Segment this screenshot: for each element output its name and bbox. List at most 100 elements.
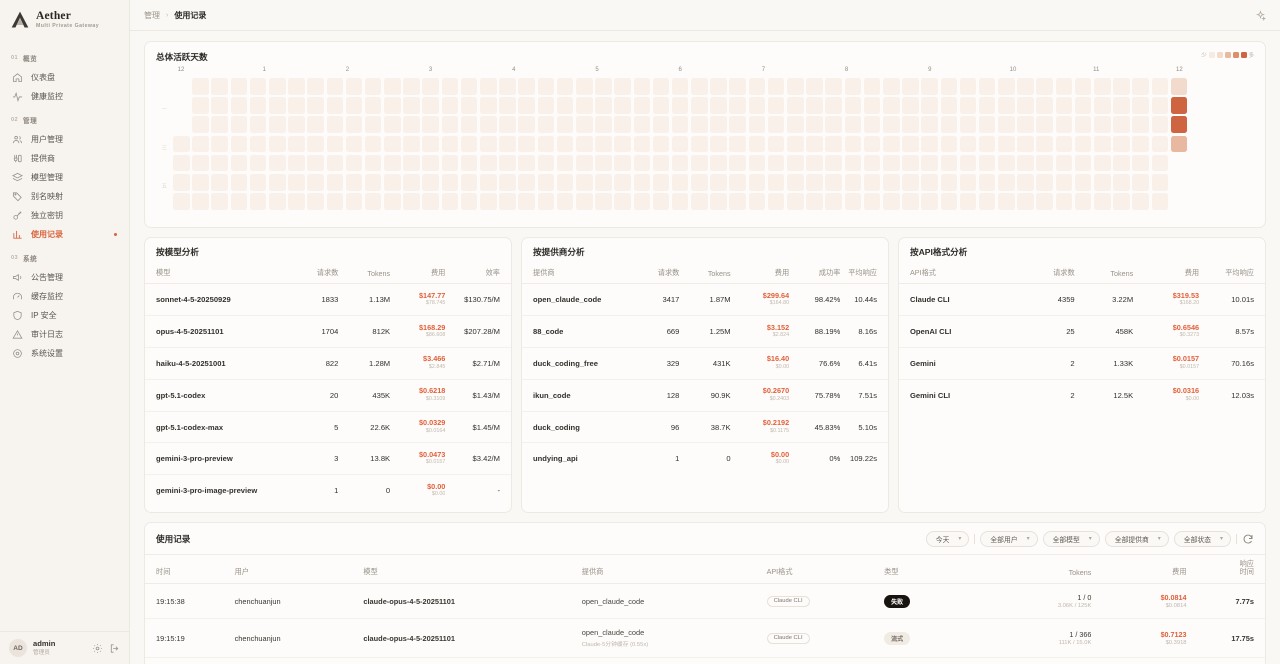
heatmap-cell[interactable] [863, 154, 881, 172]
heatmap-cell[interactable] [1036, 193, 1054, 210]
heatmap-cell[interactable] [921, 78, 938, 95]
heatmap-cell[interactable] [1132, 193, 1149, 210]
heatmap-cell[interactable] [825, 173, 842, 191]
heatmap-cell[interactable] [882, 97, 900, 114]
heatmap-cell[interactable] [825, 154, 842, 172]
heatmap-cell[interactable] [595, 154, 612, 172]
heatmap-cell[interactable] [691, 193, 708, 210]
heatmap-cell[interactable] [614, 193, 631, 210]
heatmap-cell[interactable] [364, 97, 382, 114]
table-row[interactable]: sonnet-4-5-20250929 1833 1.13M $147.77 $78.7… [145, 283, 511, 316]
heatmap-cell[interactable] [173, 193, 190, 210]
heatmap-cell[interactable] [1094, 154, 1111, 172]
heatmap-cell[interactable] [652, 193, 670, 210]
heatmap-cell[interactable] [1113, 116, 1130, 133]
heatmap-cell[interactable] [787, 193, 804, 210]
heatmap-cell[interactable] [499, 135, 516, 153]
heatmap-cell[interactable] [1113, 173, 1130, 191]
heatmap-cell[interactable] [268, 173, 286, 191]
heatmap-cell[interactable] [364, 78, 382, 95]
heatmap-cell[interactable] [537, 135, 555, 153]
heatmap-cell[interactable] [691, 173, 708, 191]
heatmap-cell[interactable] [192, 78, 209, 95]
heatmap-cell[interactable] [806, 173, 823, 191]
heatmap-cell[interactable] [902, 135, 919, 153]
heatmap-cell[interactable] [1094, 135, 1111, 153]
heatmap-cell[interactable] [326, 78, 344, 95]
heatmap-cell[interactable] [384, 97, 401, 114]
heatmap-cell[interactable] [499, 154, 516, 172]
heatmap-cell[interactable] [403, 173, 420, 191]
heatmap-cell[interactable] [326, 193, 344, 210]
heatmap-cell[interactable] [441, 116, 459, 133]
heatmap-cell[interactable] [173, 154, 190, 172]
heatmap-cell[interactable] [902, 154, 919, 172]
heatmap-cell[interactable] [1151, 173, 1169, 191]
heatmap-cell[interactable] [575, 135, 593, 153]
heatmap-cell[interactable] [230, 173, 248, 191]
heatmap-cell[interactable] [537, 116, 555, 133]
heatmap-cell[interactable] [1055, 116, 1073, 133]
heatmap-cell[interactable] [326, 116, 344, 133]
table-row[interactable]: gpt-5.1-codex-max 5 22.6K $0.0329 $0.0164 $1.… [145, 411, 511, 444]
heatmap-cell[interactable] [575, 193, 593, 210]
heatmap-cell[interactable] [288, 135, 305, 153]
heatmap-cell[interactable] [1017, 135, 1034, 153]
filter-model[interactable]: 全部模型 ▾ [1042, 531, 1100, 548]
sidebar-item-keys[interactable]: 独立密钥 [0, 206, 129, 225]
heatmap-cell[interactable] [863, 193, 881, 210]
heatmap-cell[interactable] [384, 173, 401, 191]
heatmap-cell[interactable] [614, 97, 631, 114]
heatmap-cell[interactable] [230, 78, 248, 95]
heatmap-cell[interactable] [921, 193, 938, 210]
heatmap-cell[interactable] [882, 116, 900, 133]
heatmap-cell[interactable] [633, 173, 651, 191]
heatmap-cell[interactable] [1036, 173, 1054, 191]
heatmap-cell[interactable] [249, 116, 267, 133]
table-row[interactable]: duck_coding 96 38.7K $0.2192 $0.1175 45.83% 5.… [522, 411, 888, 444]
heatmap-cell[interactable] [767, 78, 785, 95]
heatmap-cell[interactable] [211, 135, 228, 153]
heatmap-cell[interactable] [748, 154, 766, 172]
heatmap-cell[interactable] [1074, 173, 1092, 191]
heatmap-cell[interactable] [556, 78, 574, 95]
heatmap-cell[interactable] [230, 154, 248, 172]
heatmap-cell[interactable] [575, 116, 593, 133]
heatmap-cell[interactable] [441, 97, 459, 114]
heatmap-cell[interactable] [710, 116, 727, 133]
heatmap-cell[interactable] [345, 154, 363, 172]
heatmap-cell[interactable] [249, 135, 267, 153]
heatmap-cell[interactable] [249, 97, 267, 114]
heatmap-cell[interactable] [249, 78, 267, 95]
heatmap-cell[interactable] [940, 116, 958, 133]
heatmap-cell[interactable] [537, 193, 555, 210]
heatmap-cell[interactable] [902, 193, 919, 210]
heatmap-cell[interactable] [614, 116, 631, 133]
heatmap-cell[interactable] [441, 78, 459, 95]
heatmap-cell[interactable] [844, 78, 862, 95]
heatmap-cell[interactable] [537, 173, 555, 191]
heatmap-cell[interactable] [1074, 154, 1092, 172]
heatmap-cell[interactable] [633, 78, 651, 95]
heatmap-cell[interactable] [844, 116, 862, 133]
heatmap-cell[interactable] [978, 78, 996, 95]
heatmap-cell[interactable] [556, 154, 574, 172]
heatmap-cell[interactable] [998, 154, 1015, 172]
heatmap-cell[interactable] [787, 116, 804, 133]
heatmap-cell[interactable] [940, 135, 958, 153]
heatmap-cell[interactable] [921, 116, 938, 133]
heatmap-cell[interactable] [268, 193, 286, 210]
heatmap-cell[interactable] [729, 116, 747, 133]
heatmap-cell[interactable] [978, 154, 996, 172]
heatmap-cell[interactable] [998, 173, 1015, 191]
heatmap-cell[interactable] [1113, 154, 1130, 172]
heatmap-cell[interactable] [1132, 116, 1149, 133]
heatmap-cell[interactable] [1017, 154, 1034, 172]
heatmap-cell[interactable] [422, 78, 440, 95]
heatmap-cell[interactable] [978, 97, 996, 114]
heatmap-cell[interactable] [480, 193, 497, 210]
heatmap-cell[interactable] [1055, 135, 1073, 153]
heatmap-cell[interactable] [748, 193, 766, 210]
heatmap-cell[interactable] [307, 78, 324, 95]
heatmap-cell[interactable] [1132, 154, 1149, 172]
